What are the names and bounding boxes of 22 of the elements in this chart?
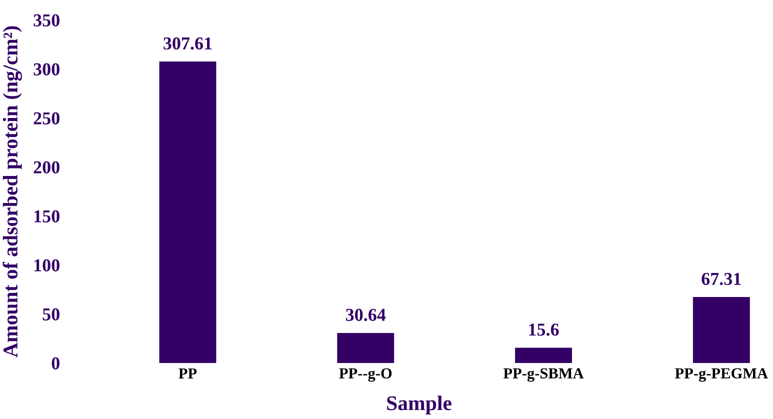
x-tick-label: PP [178, 368, 197, 378]
data-label: 30.64 [346, 308, 386, 322]
bar [159, 62, 216, 363]
x-tick-label: PP-g-PEGMA [675, 368, 768, 382]
data-label: 307.61 [164, 37, 212, 50]
y-tick-label: 100 [34, 259, 60, 272]
x-tick-label: PP--g-O [339, 368, 392, 382]
x-tick-label: PP-g-SBMA [503, 368, 584, 382]
y-tick-label: 50 [42, 308, 60, 320]
bar [337, 332, 394, 363]
x-axis-title: Sample [387, 396, 452, 414]
y-tick-label: 250 [34, 112, 60, 124]
bar [515, 348, 572, 363]
y-tick-label: 0 [52, 357, 60, 370]
data-label: 15.6 [529, 324, 559, 336]
data-label: 67.31 [702, 272, 741, 286]
y-axis-title: Amount of adsorbed protein (ng/cm²) [2, 26, 22, 358]
y-tick-label: 300 [34, 63, 60, 76]
y-tick-label: 350 [34, 14, 60, 26]
y-tick-label: 150 [34, 210, 60, 222]
bar [692, 297, 750, 363]
y-tick-label: 200 [34, 161, 60, 174]
